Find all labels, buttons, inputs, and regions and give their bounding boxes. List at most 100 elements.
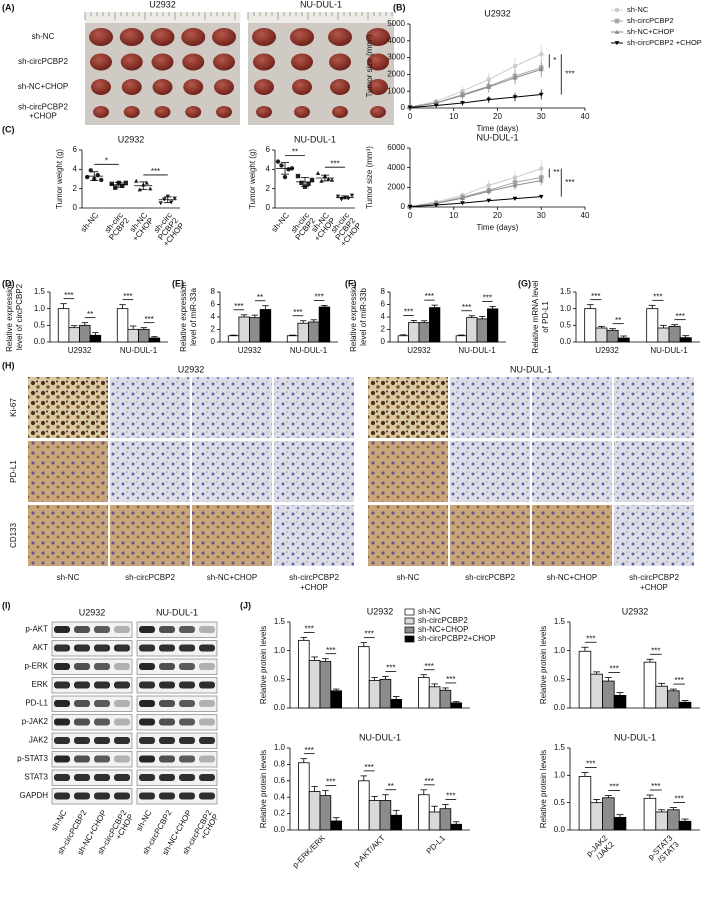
blot-strip bbox=[51, 788, 133, 805]
y-tick-label: 1.0 bbox=[274, 646, 286, 655]
tumor bbox=[292, 79, 312, 95]
panel-label: (F) bbox=[345, 278, 357, 288]
x-tick-label: 0 bbox=[408, 211, 413, 220]
bar bbox=[418, 322, 430, 343]
bar bbox=[390, 814, 402, 831]
ihc-group-title: NU-DUL-1 bbox=[510, 364, 552, 374]
tumor bbox=[121, 79, 142, 95]
y-tick-label: 0.6 bbox=[274, 776, 286, 785]
y-axis-label-group: Relative expression level of circPCBP2 bbox=[5, 282, 24, 352]
point bbox=[512, 63, 518, 69]
blot-band bbox=[54, 700, 70, 707]
ihc-image bbox=[368, 377, 448, 438]
y-tick-label: 6 bbox=[211, 300, 216, 309]
lane-label: sh-NC bbox=[49, 808, 68, 832]
blot-band bbox=[159, 626, 175, 633]
significance-label: *** bbox=[64, 291, 73, 300]
legend-label: sh-NC bbox=[627, 5, 649, 14]
y-axis-label: Relative expression bbox=[349, 282, 358, 352]
significance-label: ** bbox=[257, 293, 263, 302]
blot-band bbox=[159, 718, 175, 726]
y-tick-label: 2000 bbox=[387, 182, 405, 191]
point bbox=[512, 183, 518, 188]
y-tick-label: 0.0 bbox=[34, 337, 46, 346]
ihc-row-label: Ki-67 bbox=[9, 398, 18, 417]
y-tick-label: 6 bbox=[266, 145, 271, 154]
point bbox=[315, 171, 321, 175]
blot-band bbox=[179, 644, 195, 652]
y-axis-label-group: Relative expression level of miR-33b bbox=[349, 282, 368, 352]
tumor bbox=[181, 28, 206, 46]
blot-band bbox=[54, 774, 70, 781]
ihc-image bbox=[532, 441, 612, 502]
blot-band bbox=[114, 681, 130, 689]
y-axis-label-group: Tumor size (mm³) bbox=[365, 146, 374, 209]
x-tick-label: 40 bbox=[581, 112, 590, 121]
x-tick-label: NU-DUL-1 bbox=[290, 346, 328, 355]
blot-row-label: p-STAT3 bbox=[17, 754, 48, 763]
blot-band bbox=[74, 755, 90, 763]
tumor bbox=[93, 106, 109, 118]
bar bbox=[476, 318, 488, 343]
point bbox=[306, 181, 311, 187]
tumor bbox=[183, 79, 204, 95]
lane-label-group: sh-NC bbox=[49, 808, 68, 832]
point bbox=[113, 185, 118, 190]
blot-band bbox=[139, 644, 155, 652]
blot-band bbox=[94, 644, 110, 652]
blot-band bbox=[94, 700, 110, 707]
point bbox=[486, 84, 492, 89]
significance-label: *** bbox=[326, 646, 335, 655]
bar bbox=[578, 776, 592, 831]
point bbox=[460, 201, 465, 206]
significance-label: * bbox=[553, 56, 556, 65]
blot-band bbox=[74, 626, 90, 633]
x-tick-label-group: sh-NC+CHOP bbox=[128, 211, 156, 243]
blot-band bbox=[179, 718, 195, 726]
y-axis-label-group: Relative protein levels bbox=[259, 626, 268, 704]
tumor bbox=[367, 53, 389, 71]
x-axis-label: Time (days) bbox=[477, 223, 519, 232]
point bbox=[433, 203, 439, 208]
blot-band bbox=[114, 755, 130, 763]
blot-band bbox=[159, 663, 175, 670]
blot-band bbox=[54, 681, 70, 689]
blot-band bbox=[159, 774, 175, 781]
tumor bbox=[91, 79, 111, 95]
blot-band bbox=[54, 663, 70, 670]
point bbox=[148, 186, 153, 191]
point bbox=[538, 67, 544, 72]
significance-label: ** bbox=[87, 310, 93, 319]
y-tick-label: 4000 bbox=[387, 163, 405, 172]
bar bbox=[439, 808, 452, 831]
point bbox=[99, 177, 104, 183]
bar bbox=[89, 334, 102, 343]
bar bbox=[308, 660, 321, 709]
legend-swatch bbox=[404, 608, 415, 616]
bar bbox=[297, 762, 310, 831]
y-tick-label: 0.0 bbox=[554, 703, 566, 712]
bar bbox=[417, 677, 430, 709]
legend-marker bbox=[614, 41, 620, 46]
bar bbox=[259, 309, 272, 343]
tumor bbox=[152, 79, 173, 95]
bar bbox=[417, 794, 430, 831]
bar bbox=[578, 650, 592, 709]
y-tick-label: 0.0 bbox=[274, 825, 286, 834]
y-axis-label: level of miR-33b bbox=[359, 288, 368, 346]
significance-label: *** bbox=[565, 70, 574, 79]
y-tick-label: 0.5 bbox=[554, 798, 566, 807]
tumor bbox=[330, 79, 350, 95]
x-tick-label-group: p-JAK2/JAK2 bbox=[584, 833, 616, 861]
tumor bbox=[253, 53, 275, 71]
x-axis-label: Time (days) bbox=[477, 124, 519, 133]
blot-strip bbox=[51, 677, 133, 694]
tumor bbox=[256, 106, 272, 118]
tumor bbox=[182, 53, 205, 71]
blot-band bbox=[179, 626, 195, 633]
blot-band bbox=[114, 644, 130, 652]
y-tick-label: 8 bbox=[381, 287, 386, 296]
panel-label: (D) bbox=[2, 278, 15, 288]
bar bbox=[297, 322, 309, 343]
y-tick-label: 0.0 bbox=[554, 825, 566, 834]
